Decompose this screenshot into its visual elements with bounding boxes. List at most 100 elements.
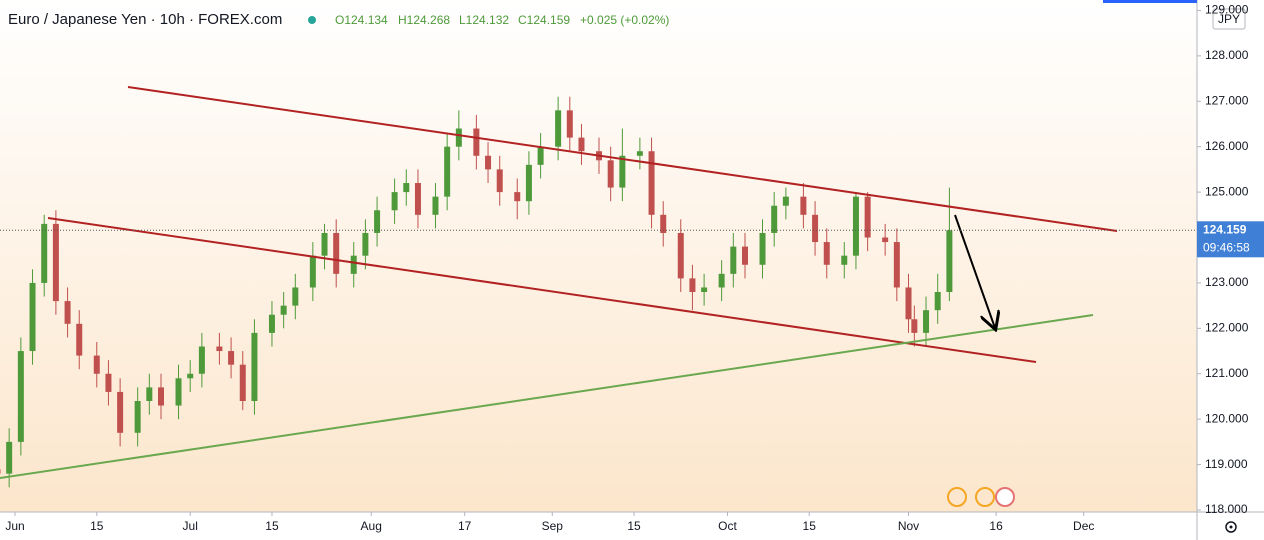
y-tick-label: 126.000 xyxy=(1205,139,1249,153)
candle-body xyxy=(841,255,848,265)
candle-body xyxy=(239,364,246,402)
x-tick-label: 16 xyxy=(989,519,1003,533)
candle-body xyxy=(158,387,165,406)
candle-body xyxy=(812,214,819,243)
candle-body xyxy=(198,346,205,374)
y-tick-label: 121.000 xyxy=(1205,366,1249,380)
candle-body xyxy=(555,110,562,147)
x-tick-label: Aug xyxy=(361,519,382,533)
ohlc-close: C124.159 xyxy=(518,13,570,27)
candle-body xyxy=(350,255,357,274)
candle-body xyxy=(309,255,316,288)
candle-body xyxy=(923,310,930,333)
candle-body xyxy=(525,164,532,202)
ohlc-high: H124.268 xyxy=(398,13,450,27)
indicator-icons xyxy=(947,487,1015,507)
x-tick-label: Dec xyxy=(1073,519,1094,533)
y-tick-label: 127.000 xyxy=(1205,93,1249,107)
candle-body xyxy=(134,401,141,433)
y-tick-label: 125.000 xyxy=(1205,184,1249,198)
candle-body xyxy=(216,346,223,352)
candle-body xyxy=(105,373,112,392)
candle-body xyxy=(17,351,24,442)
currency-badge[interactable] xyxy=(1212,8,1246,30)
candle-body xyxy=(496,169,503,193)
candle-body xyxy=(292,287,299,306)
candle-body xyxy=(718,273,725,288)
candle-body xyxy=(864,196,871,238)
candle-body xyxy=(93,355,100,374)
candle-body xyxy=(6,441,13,474)
market-status-dot xyxy=(308,16,316,24)
candle-body xyxy=(823,242,830,265)
candle-body xyxy=(660,214,667,233)
top-indicator xyxy=(1103,0,1197,3)
candle-body xyxy=(403,183,410,193)
candle-body xyxy=(333,232,340,274)
candle-body xyxy=(362,232,369,256)
candle-body xyxy=(946,230,953,293)
candle-body xyxy=(689,278,696,293)
lower-channel-line xyxy=(47,217,1037,363)
candle-body xyxy=(911,319,918,333)
candle-body xyxy=(636,151,643,156)
candle-body xyxy=(701,287,708,293)
candle-body xyxy=(759,232,766,265)
x-tick-label: Jun xyxy=(5,519,24,533)
candle-body xyxy=(771,205,778,233)
x-tick-label: Sep xyxy=(542,519,564,533)
support-trend-line xyxy=(0,314,1094,479)
y-tick-label: 129.000 xyxy=(1205,3,1249,17)
candle-body xyxy=(251,332,258,402)
ohlc-change: +0.025 (+0.02%) xyxy=(580,13,669,27)
candle-body xyxy=(782,196,789,206)
y-tick-label: 122.000 xyxy=(1205,321,1249,335)
forecast-arrow xyxy=(954,214,995,328)
countdown-label: 09:46:58 xyxy=(1203,240,1250,254)
candle-body xyxy=(852,196,859,256)
candle-body xyxy=(934,292,941,311)
event-icon[interactable] xyxy=(947,487,967,507)
candle-body xyxy=(29,282,36,352)
price-axis-panel xyxy=(1197,0,1264,540)
candle-body xyxy=(268,314,275,333)
event-icon[interactable] xyxy=(995,487,1015,507)
candle-body xyxy=(741,246,748,265)
candle-body xyxy=(146,387,153,402)
candle-body xyxy=(76,323,83,356)
x-tick-label: Oct xyxy=(718,519,737,533)
candle-body xyxy=(321,232,328,256)
y-tick-label: 118.000 xyxy=(1205,502,1248,516)
settings-icon[interactable] xyxy=(1225,521,1237,533)
x-tick-label: Jul xyxy=(183,519,198,533)
ohlc-low: L124.132 xyxy=(459,13,509,27)
ohlc-open: O124.134 xyxy=(335,13,388,27)
event-icon[interactable] xyxy=(975,487,995,507)
last-price-tag xyxy=(1197,221,1264,258)
candle-body xyxy=(228,351,235,365)
candle-body xyxy=(187,373,194,379)
x-tick-label: 15 xyxy=(627,519,641,533)
candle-body xyxy=(41,223,48,283)
candle-body xyxy=(648,151,655,215)
candle-body xyxy=(473,128,480,156)
time-axis-panel xyxy=(0,512,1197,540)
candle-body xyxy=(800,196,807,215)
candle-body xyxy=(175,378,182,406)
x-tick-label: 15 xyxy=(90,519,104,533)
y-tick-label: 123.000 xyxy=(1205,275,1249,289)
candle-body xyxy=(566,110,573,138)
candle-body xyxy=(64,301,71,324)
candle-body xyxy=(455,128,462,147)
upper-channel-line xyxy=(127,86,1118,232)
candle-body xyxy=(432,196,439,215)
y-tick-label: 120.000 xyxy=(1205,411,1249,425)
last-price-label: 124.159 xyxy=(1203,222,1247,236)
currency-label: JPY xyxy=(1218,12,1240,26)
y-tick-label: 128.000 xyxy=(1205,48,1249,62)
x-tick-label: Nov xyxy=(898,519,919,533)
x-tick-label: 15 xyxy=(265,519,279,533)
candle-body xyxy=(374,210,381,233)
y-tick-label: 119.000 xyxy=(1205,457,1248,471)
